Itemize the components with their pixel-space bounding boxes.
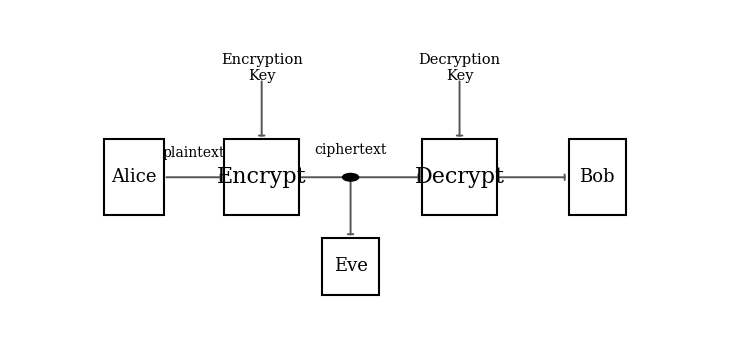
FancyBboxPatch shape xyxy=(104,139,164,215)
Text: plaintext: plaintext xyxy=(163,146,225,160)
Text: ciphertext: ciphertext xyxy=(314,143,387,157)
FancyBboxPatch shape xyxy=(423,139,497,215)
Text: Decrypt: Decrypt xyxy=(414,166,505,188)
Text: Decryption
Key: Decryption Key xyxy=(419,53,500,83)
Text: Bob: Bob xyxy=(579,168,615,186)
Text: Alice: Alice xyxy=(111,168,157,186)
FancyBboxPatch shape xyxy=(322,238,380,295)
Text: Encrypt: Encrypt xyxy=(217,166,306,188)
FancyBboxPatch shape xyxy=(224,139,299,215)
Text: Eve: Eve xyxy=(334,257,368,276)
Text: Encryption
Key: Encryption Key xyxy=(221,53,303,83)
FancyBboxPatch shape xyxy=(568,139,626,215)
Circle shape xyxy=(343,173,359,181)
